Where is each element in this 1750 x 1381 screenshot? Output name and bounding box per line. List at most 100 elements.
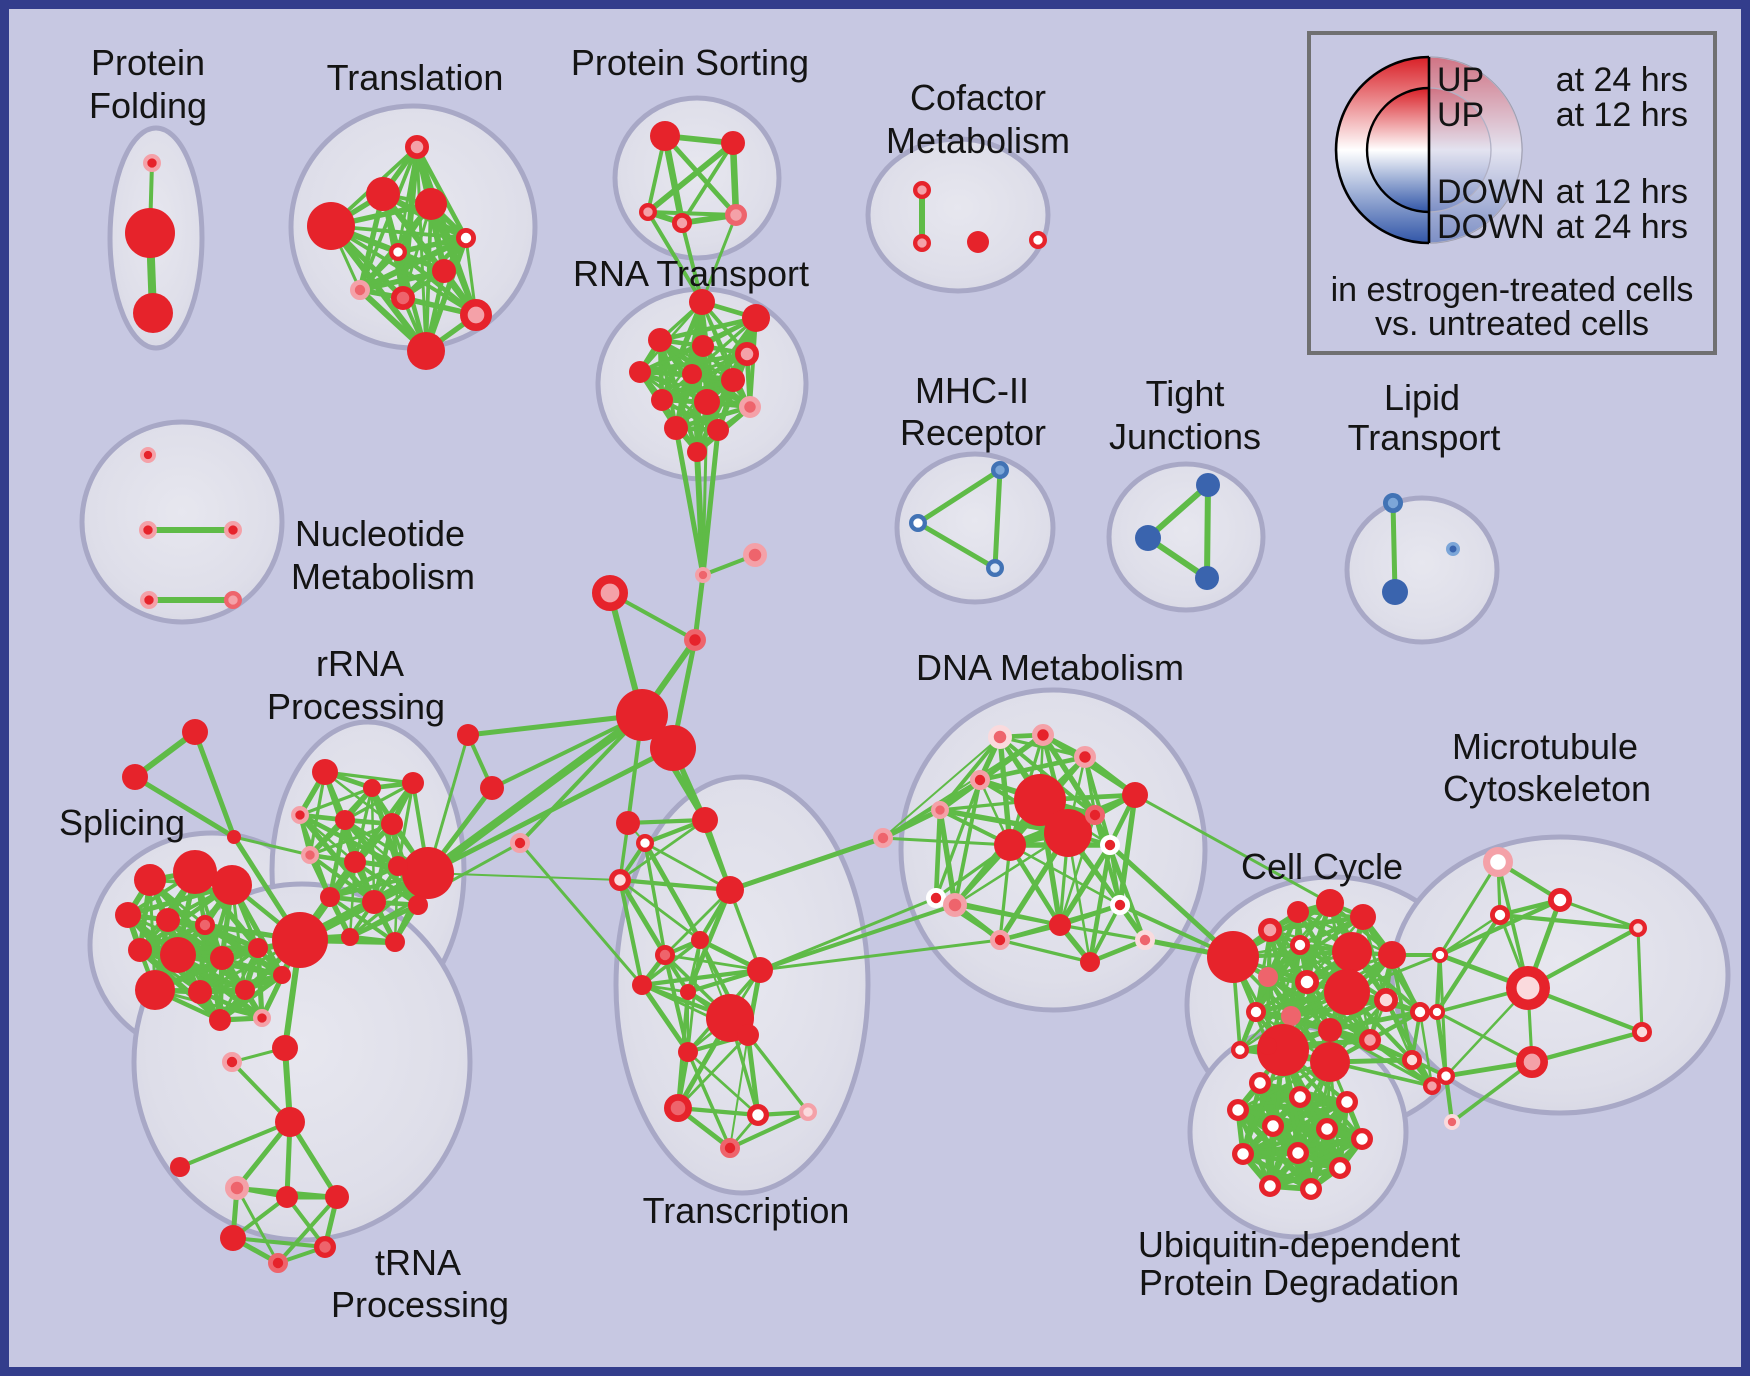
node-splicing-12[interactable] — [235, 980, 255, 1000]
node-splicing-11[interactable] — [188, 980, 212, 1004]
node-cell_cycle-20[interactable] — [1259, 1037, 1277, 1055]
node-rrna_processing-8[interactable] — [344, 851, 366, 873]
node-microtubule-1[interactable] — [1548, 888, 1573, 913]
node-microtubule-8[interactable] — [1429, 1003, 1446, 1020]
node-nucleotide_metabolism-4[interactable] — [224, 590, 243, 609]
node-microtubule-3[interactable] — [1629, 918, 1648, 937]
node-backbone-6[interactable] — [743, 543, 768, 568]
node-splicing-2[interactable] — [212, 865, 252, 905]
node-rna_transport-4[interactable] — [735, 342, 760, 367]
node-lipid_transport-2[interactable] — [1446, 542, 1460, 556]
node-cell_cycle-14[interactable] — [1281, 1006, 1301, 1026]
node-splicing-4[interactable] — [156, 908, 180, 932]
node-microtubule-2[interactable] — [1490, 905, 1511, 926]
node-dna_metabolism-9[interactable] — [1085, 805, 1106, 826]
node-splicing-5[interactable] — [194, 915, 215, 936]
node-transcription-4[interactable] — [691, 931, 709, 949]
node-cell_cycle-3[interactable] — [1316, 889, 1344, 917]
node-nucleotide_metabolism-1[interactable] — [139, 520, 158, 539]
node-rrna_processing-11[interactable] — [362, 890, 386, 914]
node-cofactor_metabolism-0[interactable] — [912, 181, 931, 200]
node-trna_processing-2[interactable] — [275, 1107, 305, 1137]
node-mhc_receptor-0[interactable] — [990, 461, 1009, 480]
node-cell_cycle-5[interactable] — [1290, 935, 1311, 956]
node-rrna_processing-6[interactable] — [402, 847, 454, 899]
node-backbone-0[interactable] — [616, 689, 668, 741]
node-microtubule-10[interactable] — [1444, 1114, 1461, 1131]
node-ubiquitin-0[interactable] — [1249, 1072, 1272, 1095]
node-microtubule-4[interactable] — [1506, 966, 1551, 1011]
node-backbone-10[interactable] — [182, 719, 208, 745]
node-transcription-6[interactable] — [680, 984, 696, 1000]
node-transcription-8[interactable] — [632, 975, 652, 995]
node-cell_cycle-12[interactable] — [1410, 1002, 1431, 1023]
node-splicing-15[interactable] — [253, 1008, 272, 1027]
node-cell_cycle-0[interactable] — [1207, 931, 1259, 983]
node-dna_metabolism-10[interactable] — [926, 888, 947, 909]
node-translation-3[interactable] — [415, 188, 447, 220]
node-microtubule-6[interactable] — [1515, 1045, 1548, 1078]
node-rrna_processing-5[interactable] — [381, 813, 403, 835]
node-protein_sorting-1[interactable] — [721, 131, 745, 155]
node-backbone-12[interactable] — [227, 830, 241, 844]
node-rrna_processing-0[interactable] — [312, 759, 338, 785]
node-rrna_processing-10[interactable] — [320, 887, 340, 907]
node-protein_folding-2[interactable] — [133, 293, 173, 333]
node-rna_transport-8[interactable] — [651, 389, 673, 411]
node-translation-0[interactable] — [405, 135, 430, 160]
node-ubiquitin-11[interactable] — [1300, 1178, 1323, 1201]
node-rna_transport-6[interactable] — [682, 364, 702, 384]
node-cell_cycle-16[interactable] — [1359, 1029, 1382, 1052]
node-cofactor_metabolism-3[interactable] — [1029, 231, 1048, 250]
node-translation-9[interactable] — [459, 298, 492, 331]
node-translation-8[interactable] — [391, 286, 416, 311]
node-cell_cycle-4[interactable] — [1350, 904, 1376, 930]
node-dna_metabolism-13[interactable] — [1110, 895, 1131, 916]
node-splicing-10[interactable] — [135, 970, 175, 1010]
node-microtubule-7[interactable] — [1432, 946, 1449, 963]
node-dna_metabolism-12[interactable] — [943, 893, 968, 918]
node-rrna_processing-1[interactable] — [363, 779, 381, 797]
node-nucleotide_metabolism-3[interactable] — [140, 590, 159, 609]
node-transcription-15[interactable] — [720, 1138, 741, 1159]
node-trna_processing-5[interactable] — [276, 1186, 298, 1208]
node-translation-6[interactable] — [432, 259, 456, 283]
node-trna_processing-9[interactable] — [267, 1253, 288, 1274]
node-microtubule-5[interactable] — [1632, 1022, 1653, 1043]
node-tight_junctions-0[interactable] — [1196, 473, 1220, 497]
node-rrna_processing-13[interactable] — [341, 928, 359, 946]
node-trna_processing-4[interactable] — [225, 1176, 250, 1201]
node-ubiquitin-9[interactable] — [1329, 1157, 1352, 1180]
node-dna_metabolism-1[interactable] — [1032, 724, 1055, 747]
node-lipid_transport-0[interactable] — [1383, 492, 1404, 513]
node-cell_cycle-11[interactable] — [1374, 988, 1399, 1013]
node-transcription-5[interactable] — [655, 945, 676, 966]
node-rna_transport-3[interactable] — [692, 335, 714, 357]
node-protein_sorting-4[interactable] — [725, 203, 748, 226]
node-splicing-7[interactable] — [160, 937, 196, 973]
node-translation-10[interactable] — [407, 332, 445, 370]
node-translation-4[interactable] — [455, 227, 476, 248]
node-ubiquitin-10[interactable] — [1259, 1175, 1282, 1198]
node-cell_cycle-7[interactable] — [1378, 941, 1406, 969]
node-transcription-3[interactable] — [716, 876, 744, 904]
node-dna_metabolism-6[interactable] — [1014, 774, 1066, 826]
node-trna_processing-8[interactable] — [314, 1236, 337, 1259]
node-protein_folding-1[interactable] — [125, 208, 175, 258]
node-rna_transport-11[interactable] — [664, 416, 688, 440]
node-backbone-2[interactable] — [480, 776, 504, 800]
node-dna_metabolism-2[interactable] — [1074, 746, 1097, 769]
node-backbone-8[interactable] — [684, 629, 707, 652]
node-rrna_processing-9[interactable] — [388, 856, 408, 876]
node-ubiquitin-5[interactable] — [1316, 1118, 1339, 1141]
node-mhc_receptor-1[interactable] — [908, 513, 927, 532]
node-dna_metabolism-15[interactable] — [990, 930, 1011, 951]
node-dna_metabolism-17[interactable] — [1080, 952, 1100, 972]
node-splicing-0[interactable] — [134, 864, 166, 896]
node-tight_junctions-1[interactable] — [1135, 525, 1161, 551]
node-transcription-0[interactable] — [692, 807, 718, 833]
node-translation-1[interactable] — [366, 177, 400, 211]
node-splicing-9[interactable] — [248, 938, 268, 958]
node-backbone-1[interactable] — [650, 725, 696, 771]
node-rrna_processing-3[interactable] — [291, 805, 310, 824]
